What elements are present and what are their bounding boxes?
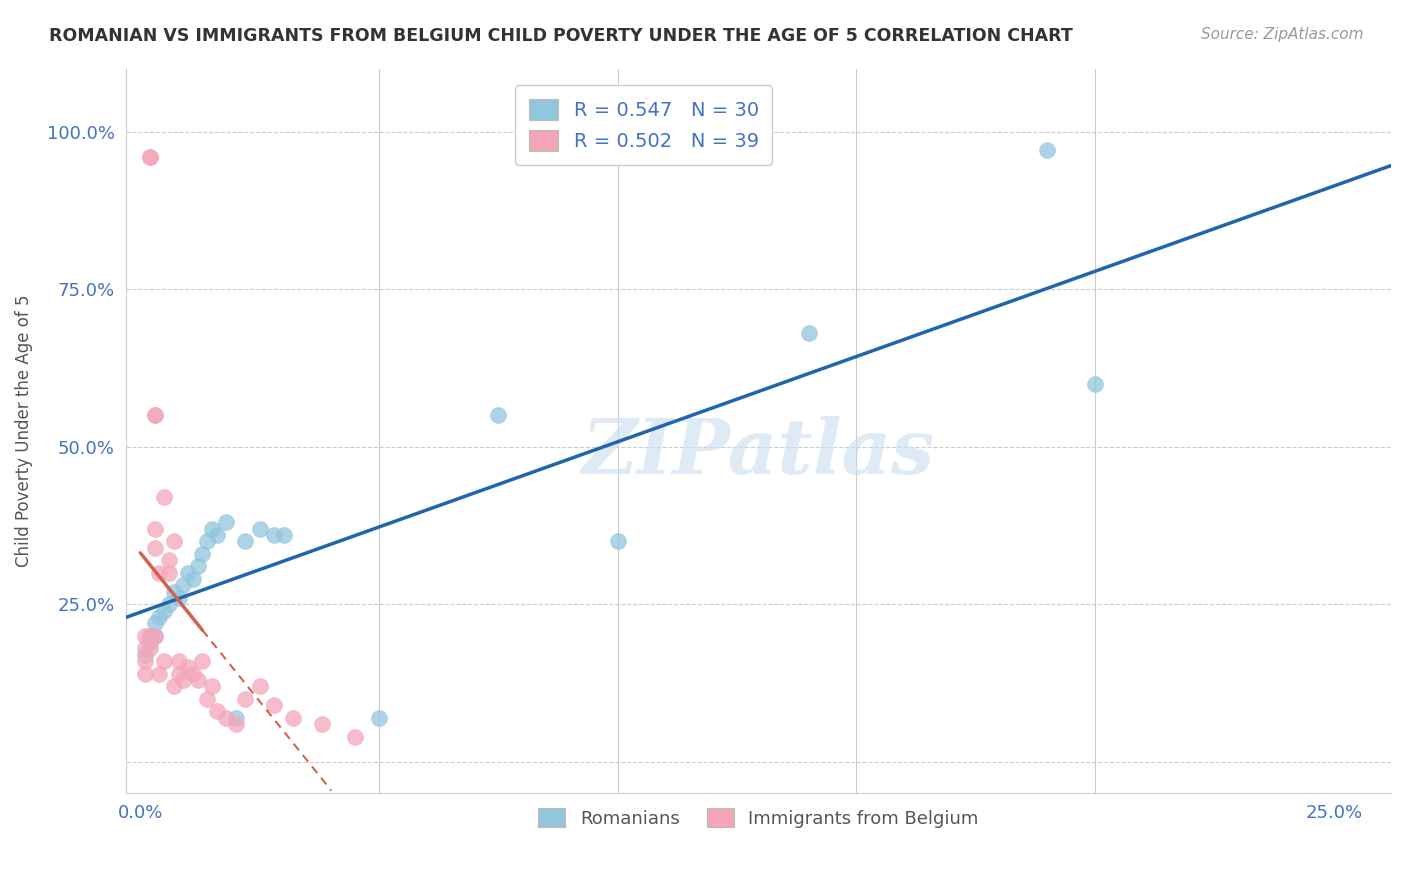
Point	[281, 711, 304, 725]
Point	[215, 516, 238, 530]
Point	[157, 566, 180, 580]
Point	[148, 610, 170, 624]
Point	[139, 150, 162, 164]
Point	[181, 572, 204, 586]
Point	[263, 528, 285, 542]
Point	[148, 566, 170, 580]
Point	[139, 635, 162, 649]
Point	[157, 553, 180, 567]
Point	[134, 666, 156, 681]
Point	[1084, 376, 1107, 391]
Point	[157, 597, 180, 611]
Point	[195, 691, 218, 706]
Point	[191, 547, 214, 561]
Point	[139, 629, 162, 643]
Point	[225, 711, 247, 725]
Point	[153, 654, 176, 668]
Point	[172, 673, 194, 687]
Point	[143, 629, 166, 643]
Point	[143, 408, 166, 422]
Point	[1036, 144, 1059, 158]
Point	[797, 326, 820, 341]
Point	[163, 584, 186, 599]
Point	[311, 717, 333, 731]
Point	[139, 150, 162, 164]
Point	[134, 654, 156, 668]
Point	[143, 616, 166, 631]
Point	[177, 660, 200, 674]
Point	[191, 654, 214, 668]
Point	[177, 566, 200, 580]
Point	[143, 541, 166, 555]
Point	[233, 691, 256, 706]
Point	[263, 698, 285, 712]
Point	[143, 522, 166, 536]
Text: Source: ZipAtlas.com: Source: ZipAtlas.com	[1201, 27, 1364, 42]
Point	[167, 591, 190, 605]
Point	[153, 490, 176, 504]
Text: ZIPatlas: ZIPatlas	[582, 416, 935, 490]
Point	[134, 641, 156, 656]
Point	[139, 641, 162, 656]
Point	[233, 534, 256, 549]
Point	[163, 534, 186, 549]
Text: ROMANIAN VS IMMIGRANTS FROM BELGIUM CHILD POVERTY UNDER THE AGE OF 5 CORRELATION: ROMANIAN VS IMMIGRANTS FROM BELGIUM CHIL…	[49, 27, 1073, 45]
Point	[148, 666, 170, 681]
Point	[163, 679, 186, 693]
Point	[172, 578, 194, 592]
Point	[187, 673, 209, 687]
Point	[273, 528, 295, 542]
Point	[486, 408, 509, 422]
Point	[225, 717, 247, 731]
Point	[606, 534, 628, 549]
Point	[368, 711, 391, 725]
Point	[344, 730, 367, 744]
Legend: Romanians, Immigrants from Belgium: Romanians, Immigrants from Belgium	[531, 801, 986, 835]
Point	[205, 705, 228, 719]
Point	[201, 522, 224, 536]
Point	[134, 648, 156, 662]
Point	[167, 654, 190, 668]
Point	[153, 603, 176, 617]
Point	[167, 666, 190, 681]
Point	[139, 629, 162, 643]
Point	[195, 534, 218, 549]
Point	[143, 629, 166, 643]
Point	[205, 528, 228, 542]
Point	[181, 666, 204, 681]
Point	[215, 711, 238, 725]
Point	[143, 408, 166, 422]
Point	[249, 679, 271, 693]
Point	[187, 559, 209, 574]
Point	[201, 679, 224, 693]
Point	[249, 522, 271, 536]
Point	[134, 629, 156, 643]
Y-axis label: Child Poverty Under the Age of 5: Child Poverty Under the Age of 5	[15, 294, 32, 567]
